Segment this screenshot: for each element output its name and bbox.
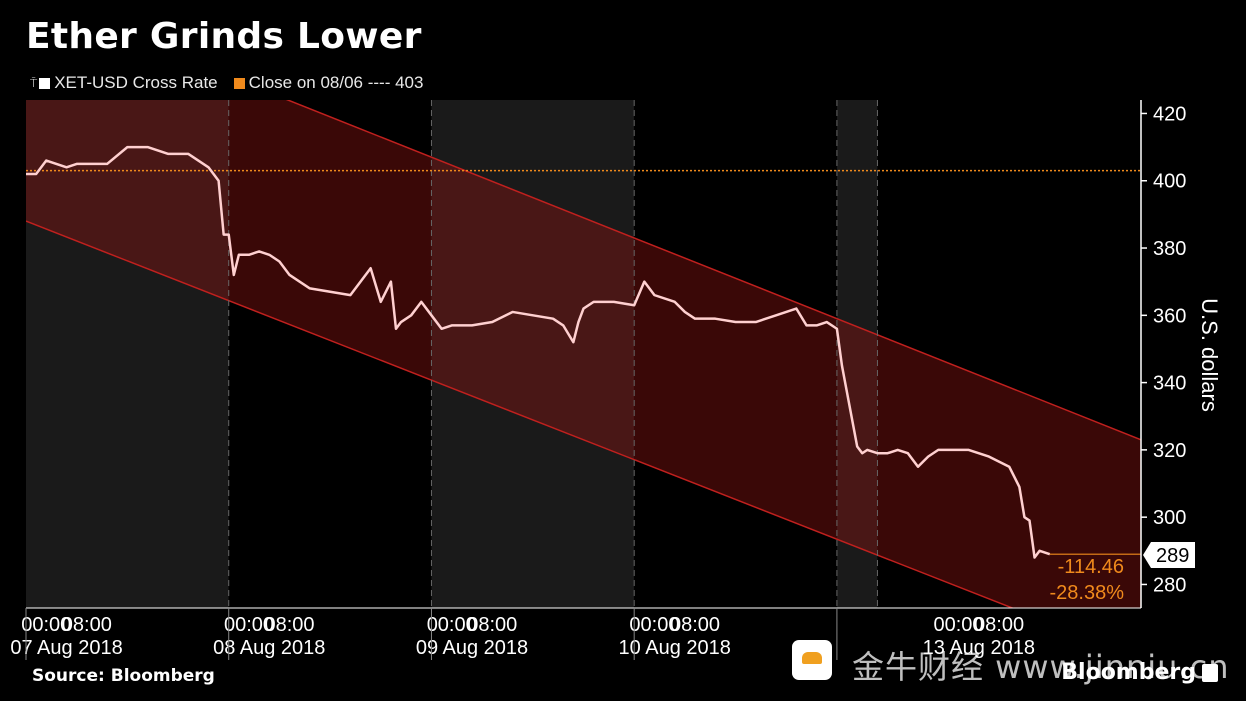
brand-name: Bloomberg: [1061, 660, 1196, 685]
y-axis-label: U.S. dollars: [1197, 298, 1222, 412]
x-tick-time-label: 00:00: [21, 614, 71, 636]
y-ticks: 280 300 320 340 360 380 400 420: [1141, 103, 1186, 596]
y-tick-label: 320: [1153, 440, 1186, 462]
x-tick-time-label: 08:00: [265, 614, 315, 636]
x-tick-date-label: 07 Aug 2018: [10, 637, 122, 659]
bloomberg-terminal-icon: [1202, 664, 1218, 682]
channel-fill: [26, 100, 1141, 608]
legend-series-label: XET-USD Cross Rate: [54, 73, 218, 92]
legend-close-label: Close on 08/06 ---- 403: [248, 73, 424, 92]
x-tick-date-label: 08 Aug 2018: [213, 637, 325, 659]
x-tick-time-label: 00:00: [427, 614, 477, 636]
x-tick-date-label: 09 Aug 2018: [416, 637, 528, 659]
change-abs-label: -114.46: [1058, 556, 1124, 578]
y-tick-label: 300: [1153, 507, 1186, 529]
channel-upper-line: [285, 100, 1141, 441]
x-tick-time-label: 08:00: [670, 614, 720, 636]
channel-lower-line: [26, 220, 1015, 608]
x-tick-time-label: 00:00: [934, 614, 984, 636]
x-tick-time-label: 08:00: [467, 614, 517, 636]
x-tick-time-label: 00:00: [629, 614, 679, 636]
y-tick-label: 420: [1153, 103, 1186, 125]
y-tick-label: 380: [1153, 238, 1186, 260]
session-band: [634, 100, 837, 608]
last-price-tag: 289: [1143, 542, 1195, 568]
x-tick-time-label: 08:00: [974, 614, 1024, 636]
x-tick-time-label: 08:00: [62, 614, 112, 636]
legend: ⍑ XET-USD Cross Rate Close on 08/06 ----…: [30, 73, 423, 93]
y-tick-label: 340: [1153, 373, 1186, 395]
session-band: [836, 100, 878, 608]
session-bands: [26, 100, 1141, 608]
price-series-line: [26, 145, 1051, 559]
legend-close-swatch: [233, 77, 245, 89]
x-tick-time-label: 00:00: [224, 614, 274, 636]
session-band: [26, 100, 229, 608]
y-tick-label: 280: [1153, 574, 1186, 596]
last-price-label: 289: [1156, 545, 1189, 567]
chart-title: Ether Grinds Lower: [26, 16, 422, 57]
source-note: Source: Bloomberg: [32, 666, 215, 686]
session-band: [228, 100, 432, 608]
legend-series-swatch: [39, 77, 51, 89]
x-tick-date-label: 10 Aug 2018: [619, 637, 731, 659]
watermark-text: 金牛财经 www.jinniu.cn: [852, 648, 1230, 686]
y-tick-label: 400: [1153, 171, 1186, 193]
legend-pin-icon: ⍑: [30, 75, 38, 90]
session-band: [431, 100, 635, 608]
watermark-logo: [792, 640, 832, 680]
y-tick-label: 360: [1153, 305, 1186, 327]
x-tick-date-label: 13 Aug 2018: [923, 637, 1035, 659]
date-separators: [228, 100, 878, 608]
session-band: [877, 100, 1141, 608]
channel: [26, 100, 1141, 608]
change-pct-label: -28.38%: [1050, 582, 1125, 604]
